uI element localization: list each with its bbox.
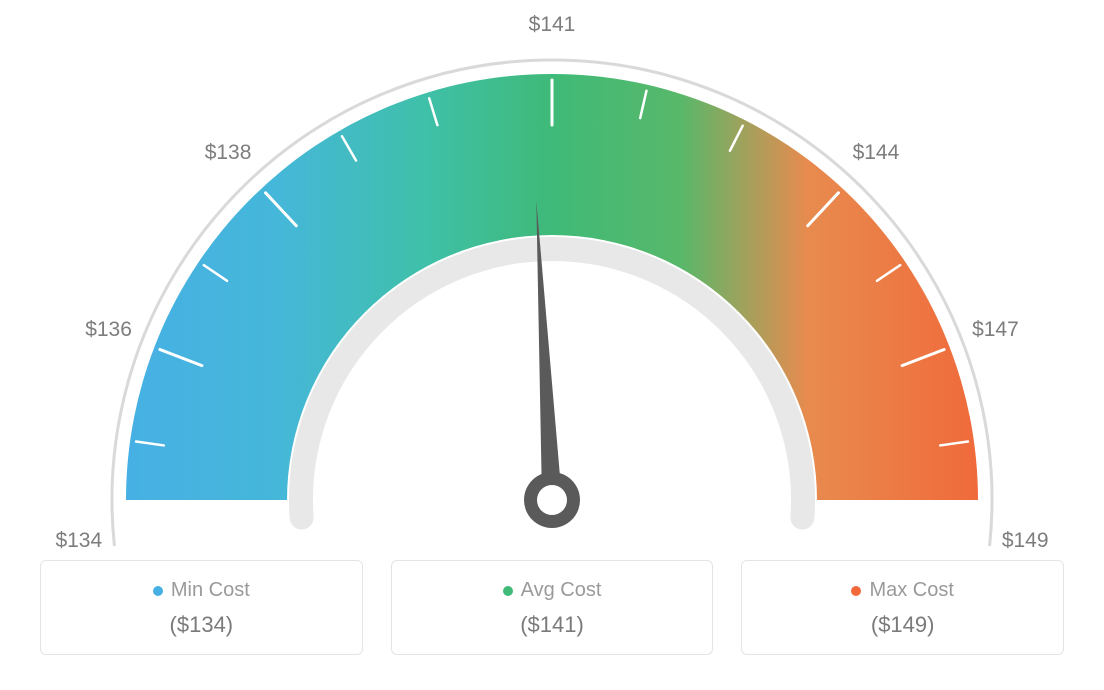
legend-value-min: ($134) bbox=[51, 612, 352, 638]
legend-label-min: Min Cost bbox=[171, 579, 250, 602]
dot-min bbox=[153, 586, 163, 596]
gauge-tick-label: $147 bbox=[972, 318, 1019, 342]
dot-max bbox=[851, 586, 861, 596]
legend-value-avg: ($141) bbox=[402, 612, 703, 638]
legend-label-max: Max Cost bbox=[869, 579, 953, 602]
gauge-tick-label: $134 bbox=[55, 529, 102, 553]
legend-card-avg: Avg Cost ($141) bbox=[391, 560, 714, 655]
gauge-tick-label: $138 bbox=[205, 141, 252, 165]
legend-title-min: Min Cost bbox=[153, 579, 250, 602]
gauge-tick-label: $149 bbox=[1002, 529, 1049, 553]
gauge-tick-label: $136 bbox=[85, 318, 132, 342]
gauge-tick-label: $144 bbox=[853, 141, 900, 165]
gauge-chart: $134 $136 $138 $141 $144 $147 $149 bbox=[0, 0, 1104, 560]
dot-avg bbox=[503, 586, 513, 596]
gauge-tick-label: $141 bbox=[529, 13, 576, 37]
legend-title-max: Max Cost bbox=[851, 579, 953, 602]
gauge-svg bbox=[0, 0, 1104, 560]
legend-card-max: Max Cost ($149) bbox=[741, 560, 1064, 655]
legend-title-avg: Avg Cost bbox=[503, 579, 602, 602]
legend-row: Min Cost ($134) Avg Cost ($141) Max Cost… bbox=[0, 560, 1104, 655]
legend-label-avg: Avg Cost bbox=[521, 579, 602, 602]
legend-value-max: ($149) bbox=[752, 612, 1053, 638]
legend-card-min: Min Cost ($134) bbox=[40, 560, 363, 655]
